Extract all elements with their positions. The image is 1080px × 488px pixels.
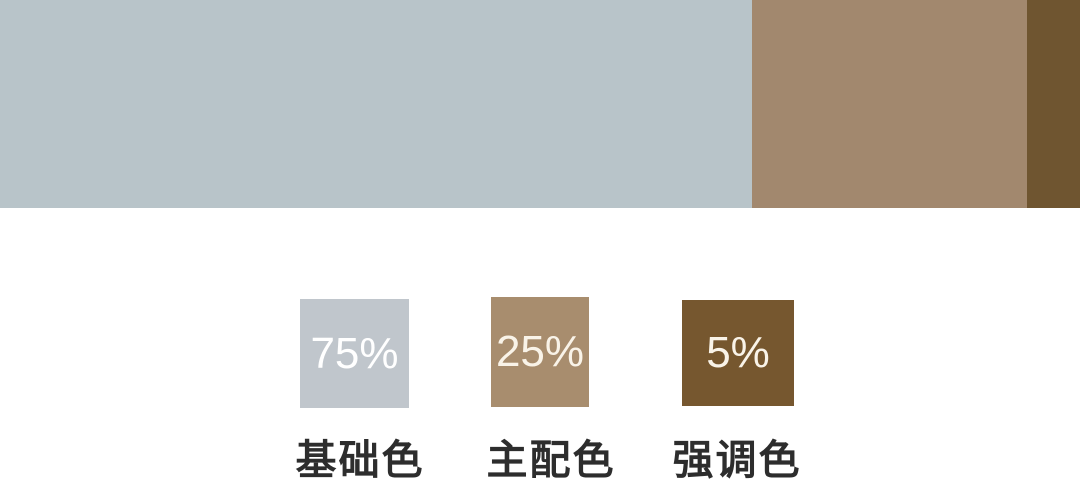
- swatch-base-label: 基础色: [295, 437, 425, 483]
- swatch-base-percent: 75%: [310, 328, 399, 378]
- bar-segment-main: [752, 0, 1027, 208]
- bar-segment-accent: [1027, 0, 1080, 208]
- proportion-bar: [0, 0, 1080, 208]
- swatch-main-label: 主配色: [486, 437, 616, 483]
- swatch-accent-label: 强调色: [672, 437, 802, 483]
- bar-segment-base: [0, 0, 752, 208]
- swatch-main-color: 25%: [491, 297, 589, 407]
- swatch-main-percent: 25%: [495, 327, 585, 376]
- swatch-accent-percent: 5%: [706, 328, 770, 377]
- swatch-base-color: 75%: [300, 299, 409, 408]
- swatch-accent-color: 5%: [682, 300, 794, 406]
